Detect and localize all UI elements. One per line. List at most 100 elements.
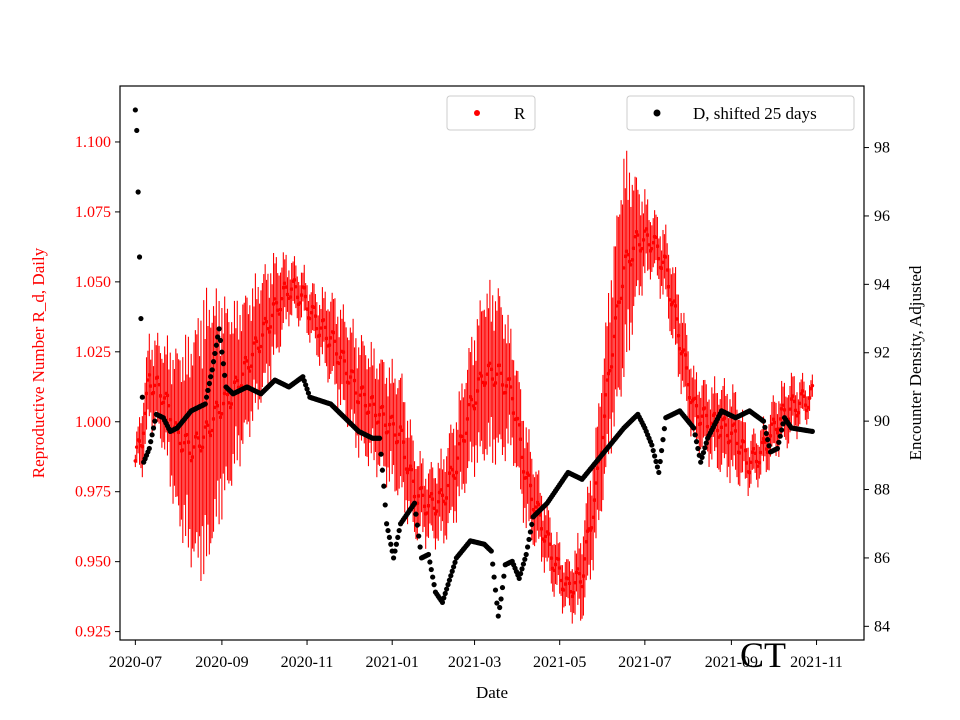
x-tick-label-3: 2021-01 <box>366 654 419 671</box>
d-point <box>216 326 222 332</box>
d-point <box>501 573 507 579</box>
y-axis-left-label: Reproductive Number R_d, Daily <box>29 247 48 478</box>
d-point <box>411 500 418 506</box>
d-point <box>653 458 659 465</box>
d-point <box>414 522 420 528</box>
d-point <box>451 564 457 570</box>
d-point <box>428 566 434 573</box>
d-point <box>442 590 448 597</box>
d-point <box>698 459 704 465</box>
y-axis-left: 0.925 0.950 0.975 1.000 1.025 1.050 1.075 1.100 <box>75 134 120 641</box>
d-point <box>430 574 436 580</box>
d-point <box>652 453 658 459</box>
d-point <box>382 502 388 508</box>
d-point <box>658 447 665 454</box>
d-point <box>650 447 656 454</box>
d-point <box>146 445 152 452</box>
d-point <box>203 394 210 400</box>
d-point <box>518 571 524 577</box>
legend-r: R <box>446 95 536 131</box>
y-right-tick-label-2: 88 <box>874 482 890 499</box>
d-point <box>656 469 662 476</box>
x-tick-label-4: 2021-03 <box>448 654 501 671</box>
plot-area-frame <box>119 85 865 641</box>
d-point <box>386 534 393 541</box>
d-point <box>413 511 419 517</box>
d-point <box>763 430 769 437</box>
d-point <box>222 372 228 378</box>
legend-r-marker <box>474 110 480 116</box>
legend-d-marker <box>653 109 661 117</box>
d-point <box>699 454 705 460</box>
y-right-tick-label-4: 92 <box>874 345 890 362</box>
d-point <box>152 418 158 424</box>
d-point <box>301 378 307 384</box>
x-tick-label-1: 2020-09 <box>195 654 248 671</box>
d-point <box>766 443 772 449</box>
d-point <box>445 582 451 588</box>
d-point <box>210 359 217 365</box>
d-point <box>499 584 506 591</box>
d-point <box>692 432 698 438</box>
d-point <box>209 367 215 373</box>
y-left-tick-label-1: 0.950 <box>75 554 111 571</box>
d-point <box>762 424 768 430</box>
y-axis-right: 84 86 88 90 92 94 96 98 <box>864 140 890 635</box>
d-series-layer <box>132 107 815 619</box>
d-point <box>390 555 397 561</box>
d-point <box>138 315 144 322</box>
d-point <box>135 189 141 195</box>
d-point <box>431 582 437 588</box>
x-tick-label-6: 2021-07 <box>618 654 671 671</box>
y-left-tick-label-5: 1.050 <box>75 274 111 291</box>
d-point <box>148 439 154 445</box>
d-point <box>492 587 499 593</box>
y-left-tick-label-2: 0.975 <box>75 484 111 501</box>
d-point <box>488 548 494 554</box>
d-point <box>491 574 497 580</box>
d-point <box>779 427 785 433</box>
x-tick-label-7: 2021-09 <box>705 654 758 671</box>
d-point <box>377 435 383 441</box>
d-point <box>523 551 529 558</box>
y-left-tick-label-4: 1.025 <box>75 344 111 361</box>
d-point <box>765 437 771 443</box>
y-right-tick-label-6: 96 <box>874 208 890 225</box>
d-point <box>695 445 701 452</box>
d-point <box>396 527 402 534</box>
y-left-tick-label-0: 0.925 <box>75 624 111 641</box>
d-point <box>522 556 528 562</box>
d-point <box>205 387 211 393</box>
y-right-tick-label-3: 90 <box>874 413 890 430</box>
x-tick-label-2: 2020-11 <box>281 654 334 671</box>
legend-r-box <box>446 95 536 131</box>
r-point <box>810 383 815 388</box>
d-point <box>700 449 707 456</box>
corner-state-label: CT <box>740 635 786 675</box>
x-tick-label-0: 2020-07 <box>109 654 162 671</box>
y-right-tick-label-0: 84 <box>874 618 890 635</box>
d-point <box>392 548 398 554</box>
d-point <box>693 439 700 445</box>
d-point <box>305 390 312 396</box>
r-series-layer <box>133 150 815 624</box>
d-point <box>448 573 454 579</box>
d-point <box>519 566 525 572</box>
legend-r-label: R <box>514 104 526 123</box>
d-point <box>776 439 782 445</box>
y-left-tick-label-7: 1.100 <box>75 134 111 151</box>
d-point <box>384 521 390 527</box>
d-point <box>134 127 140 134</box>
d-point <box>416 533 422 539</box>
d-point <box>139 394 145 400</box>
d-point <box>660 437 666 443</box>
y-right-tick-label-5: 94 <box>874 276 890 293</box>
d-point <box>136 254 143 260</box>
d-point <box>524 544 531 550</box>
d-point <box>780 421 786 427</box>
d-point <box>300 374 306 380</box>
r-point <box>807 396 812 400</box>
x-axis: 2020-07 2020-09 2020-11 2021-01 2021-03 2021-… <box>109 640 843 671</box>
d-point <box>378 451 384 457</box>
